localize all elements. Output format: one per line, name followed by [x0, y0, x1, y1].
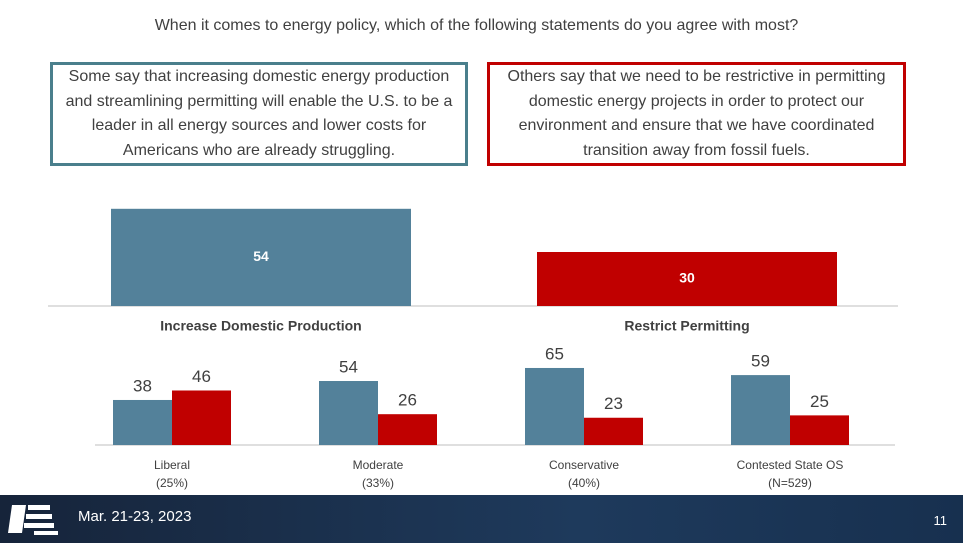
category-label: Liberal: [154, 458, 190, 472]
bar: [790, 415, 849, 445]
bar: [111, 208, 411, 306]
value-label: 54: [339, 357, 358, 376]
bar: [378, 414, 437, 445]
category-note: (40%): [568, 476, 600, 490]
logo: [8, 505, 58, 535]
value-label: 26: [398, 391, 417, 410]
category-label: Conservative: [549, 458, 619, 472]
statement-box: Some say that increasing domestic energy…: [50, 62, 468, 166]
category-label: Moderate: [353, 458, 404, 472]
bar: [731, 375, 790, 445]
bar: [172, 390, 231, 445]
category-note: (25%): [156, 476, 188, 490]
value-label: 38: [133, 376, 152, 395]
value-label: 46: [192, 367, 211, 386]
bar: [113, 399, 172, 445]
value-label: 59: [751, 352, 770, 371]
bar: [584, 417, 643, 445]
bar: [537, 252, 837, 306]
date: Mar. 21-23, 2023: [78, 508, 192, 525]
value-label: 30: [679, 270, 695, 286]
category-label: Restrict Permitting: [624, 318, 749, 334]
value-label: 25: [810, 392, 829, 411]
category-note: (N=529): [768, 476, 812, 490]
value-label: 65: [545, 344, 564, 363]
question: When it comes to energy policy, which of…: [154, 17, 799, 34]
bar: [319, 381, 378, 445]
category-label: Increase Domestic Production: [160, 318, 362, 334]
statement-box: Others say that we need to be restrictiv…: [487, 62, 906, 166]
category-label: Contested State OS: [737, 458, 844, 472]
value-label: 23: [604, 394, 623, 413]
statement: Others say that we need to be restrictiv…: [507, 68, 886, 159]
statement: Some say that increasing domestic energy…: [65, 68, 453, 159]
category-note: (33%): [362, 476, 394, 490]
footer: Mar. 21-23, 2023 11: [0, 495, 963, 543]
value-label: 54: [253, 248, 269, 264]
charts: 54 Increase Domestic Production 30 Restrict…: [48, 208, 898, 490]
bar: [525, 367, 584, 445]
page-number: 11: [933, 513, 948, 528]
